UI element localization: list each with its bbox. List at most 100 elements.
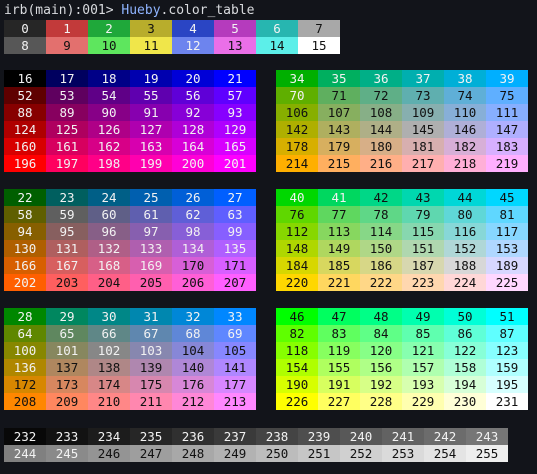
- color-cell-38: 38: [444, 70, 486, 87]
- color-cell-236: 236: [172, 428, 214, 445]
- color-cell-71: 71: [318, 87, 360, 104]
- color-cell-224: 224: [444, 274, 486, 291]
- color-cell-196: 196: [4, 155, 46, 172]
- color-cell-24: 24: [88, 189, 130, 206]
- color-cell-117: 117: [486, 223, 528, 240]
- color-cell-26: 26: [172, 189, 214, 206]
- color-cell-107: 107: [318, 104, 360, 121]
- color-cell-160: 160: [4, 138, 46, 155]
- color-cell-233: 233: [46, 428, 88, 445]
- color-cell-79: 79: [402, 206, 444, 223]
- color-cell-219: 219: [486, 155, 528, 172]
- color-cell-86: 86: [444, 325, 486, 342]
- color-cell-199: 199: [130, 155, 172, 172]
- color-cell-135: 135: [214, 240, 256, 257]
- color-cell-231: 231: [486, 393, 528, 410]
- color-cell-217: 217: [402, 155, 444, 172]
- color-cell-209: 209: [46, 393, 88, 410]
- color-cell-134: 134: [172, 240, 214, 257]
- color-cell-47: 47: [318, 308, 360, 325]
- color-cell-137: 137: [46, 359, 88, 376]
- color-cell-173: 173: [46, 376, 88, 393]
- color-cell-91: 91: [130, 104, 172, 121]
- color-cell-12: 12: [172, 37, 214, 54]
- color-cell-96: 96: [88, 223, 130, 240]
- color-cell-240: 240: [340, 428, 382, 445]
- color-cell-20: 20: [172, 70, 214, 87]
- color-cell-0: 0: [4, 20, 46, 37]
- color-cell-116: 116: [444, 223, 486, 240]
- color-cell-106: 106: [276, 104, 318, 121]
- color-cell-102: 102: [88, 342, 130, 359]
- color-cell-36: 36: [360, 70, 402, 87]
- color-cell-89: 89: [46, 104, 88, 121]
- color-cell-158: 158: [444, 359, 486, 376]
- color-cell-225: 225: [486, 274, 528, 291]
- color-cell-125: 125: [46, 121, 88, 138]
- color-cell-55: 55: [130, 87, 172, 104]
- color-cell-148: 148: [276, 240, 318, 257]
- color-cell-187: 187: [402, 257, 444, 274]
- color-cell-69: 69: [214, 325, 256, 342]
- color-cell-52: 52: [4, 87, 46, 104]
- color-cell-54: 54: [88, 87, 130, 104]
- color-cell-161: 161: [46, 138, 88, 155]
- color-cell-151: 151: [402, 240, 444, 257]
- color-cell-163: 163: [130, 138, 172, 155]
- color-cell-223: 223: [402, 274, 444, 291]
- color-cell-227: 227: [318, 393, 360, 410]
- color-cell-14: 14: [256, 37, 298, 54]
- color-cell-10: 10: [88, 37, 130, 54]
- color-cell-23: 23: [46, 189, 88, 206]
- color-cell-191: 191: [318, 376, 360, 393]
- color-cell-179: 179: [318, 138, 360, 155]
- color-cell-172: 172: [4, 376, 46, 393]
- color-cell-2: 2: [88, 20, 130, 37]
- color-cell-35: 35: [318, 70, 360, 87]
- color-cell-65: 65: [46, 325, 88, 342]
- color-cell-248: 248: [172, 445, 214, 462]
- color-cell-202: 202: [4, 274, 46, 291]
- color-cell-180: 180: [360, 138, 402, 155]
- color-cell-17: 17: [46, 70, 88, 87]
- color-cell-201: 201: [214, 155, 256, 172]
- color-cell-76: 76: [276, 206, 318, 223]
- color-cell-118: 118: [276, 342, 318, 359]
- color-cell-100: 100: [4, 342, 46, 359]
- color-cell-220: 220: [276, 274, 318, 291]
- color-cell-31: 31: [130, 308, 172, 325]
- color-cell-27: 27: [214, 189, 256, 206]
- color-cell-130: 130: [4, 240, 46, 257]
- color-cell-37: 37: [402, 70, 444, 87]
- color-cell-3: 3: [130, 20, 172, 37]
- color-cell-185: 185: [318, 257, 360, 274]
- color-cell-210: 210: [88, 393, 130, 410]
- irb-prompt-line: irb(main):001> Hueby.color_table: [4, 3, 254, 19]
- color-cell-170: 170: [172, 257, 214, 274]
- color-cell-41: 41: [318, 189, 360, 206]
- color-cell-109: 109: [402, 104, 444, 121]
- color-cell-16: 16: [4, 70, 46, 87]
- color-cell-93: 93: [214, 104, 256, 121]
- color-cell-141: 141: [214, 359, 256, 376]
- color-cell-189: 189: [486, 257, 528, 274]
- color-cell-124: 124: [4, 121, 46, 138]
- color-cell-64: 64: [4, 325, 46, 342]
- color-cell-59: 59: [46, 206, 88, 223]
- color-cell-95: 95: [46, 223, 88, 240]
- color-cell-204: 204: [88, 274, 130, 291]
- color-cell-193: 193: [402, 376, 444, 393]
- color-cell-50: 50: [444, 308, 486, 325]
- color-cell-215: 215: [318, 155, 360, 172]
- color-cell-168: 168: [88, 257, 130, 274]
- color-cell-29: 29: [46, 308, 88, 325]
- color-cell-222: 222: [360, 274, 402, 291]
- color-cell-133: 133: [130, 240, 172, 257]
- color-cell-147: 147: [486, 121, 528, 138]
- method-text: .color_table: [160, 3, 255, 18]
- color-cell-63: 63: [214, 206, 256, 223]
- color-cell-73: 73: [402, 87, 444, 104]
- color-cell-156: 156: [360, 359, 402, 376]
- color-cell-244: 244: [4, 445, 46, 462]
